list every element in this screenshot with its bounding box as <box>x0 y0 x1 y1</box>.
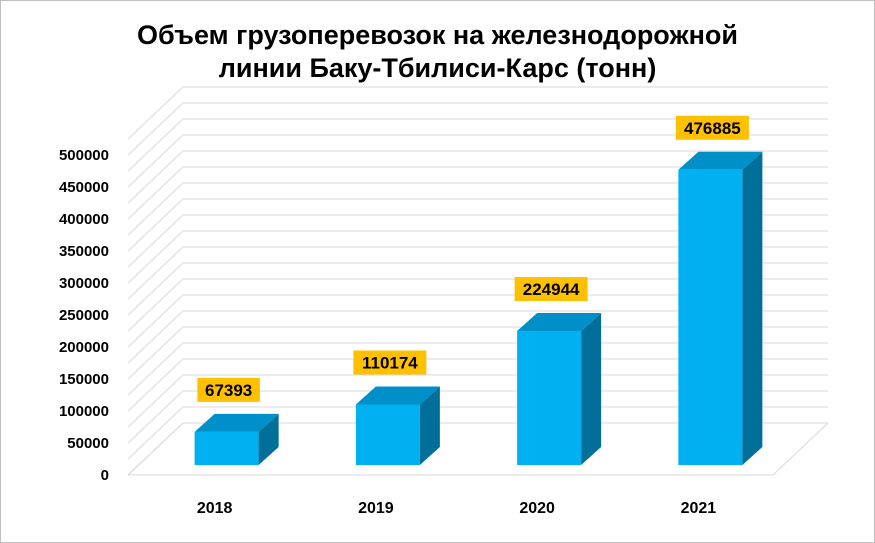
gridline-side <box>127 214 184 268</box>
gridline-side <box>127 134 184 188</box>
y-tick-label: 250000 <box>59 307 109 324</box>
data-label: 67393 <box>205 381 252 400</box>
gridline-side <box>127 198 184 252</box>
gridline-side <box>127 278 184 332</box>
y-tick-label: 400000 <box>59 211 109 228</box>
x-category-label: 2020 <box>519 500 555 517</box>
y-tick-label: 0 <box>101 467 109 484</box>
gridline-side <box>127 374 184 428</box>
y-tick-label: 300000 <box>59 275 109 292</box>
x-category-label: 2019 <box>358 500 394 517</box>
chart-title: Объем грузоперевозок на железнодорожной … <box>1 19 874 85</box>
data-label-box <box>197 377 260 402</box>
y-tick-label: 200000 <box>59 339 109 356</box>
floor-right-edge <box>772 422 829 476</box>
x-category-label: 2021 <box>681 500 717 517</box>
x-category-label: 2018 <box>197 500 233 517</box>
y-tick-label: 50000 <box>67 435 109 452</box>
data-label: 476885 <box>684 119 741 138</box>
y-tick-label: 450000 <box>59 179 109 196</box>
gridline-side <box>127 406 184 460</box>
gridline-side <box>127 310 184 364</box>
bar-front <box>194 431 259 465</box>
y-tick-label: 350000 <box>59 243 109 260</box>
gridline-side <box>127 358 184 412</box>
gridline-side <box>127 262 184 316</box>
bar-top <box>517 313 602 332</box>
bar-side <box>419 386 440 465</box>
gridline-side <box>127 102 184 156</box>
gridline-side <box>127 166 184 220</box>
y-tick-label: 500000 <box>59 147 109 164</box>
gridline-side <box>127 182 184 236</box>
gridline-side <box>127 150 184 204</box>
gridline-side <box>127 390 184 444</box>
chart-title-line-1: Объем грузоперевозок на железнодорожной <box>136 20 738 50</box>
bar-top <box>194 413 279 432</box>
data-label-box <box>514 277 588 302</box>
bar-side <box>742 151 763 466</box>
bar-side <box>581 313 602 465</box>
gridline-side <box>127 230 184 284</box>
gridline-side <box>127 118 184 172</box>
bar-front <box>355 404 420 465</box>
gridline-side <box>127 294 184 348</box>
gridline-side <box>127 342 184 396</box>
y-tick-label: 100000 <box>59 403 109 420</box>
data-label-box <box>353 350 427 375</box>
gridline-side <box>127 86 184 140</box>
y-tick-label: 150000 <box>59 371 109 388</box>
bar-top <box>678 151 763 170</box>
data-label: 110174 <box>362 353 418 372</box>
gridline-side <box>127 326 184 380</box>
bar-top <box>355 386 440 405</box>
chart-title-line-2: линии Баку-Тбилиси-Карс (тонн) <box>218 53 657 83</box>
bar-front <box>678 169 743 466</box>
gridline-side <box>127 422 184 476</box>
gridline-side <box>127 246 184 300</box>
data-label-box <box>675 115 749 140</box>
data-label: 224944 <box>523 280 580 299</box>
bar-front <box>517 331 582 465</box>
bar-side <box>258 413 279 465</box>
